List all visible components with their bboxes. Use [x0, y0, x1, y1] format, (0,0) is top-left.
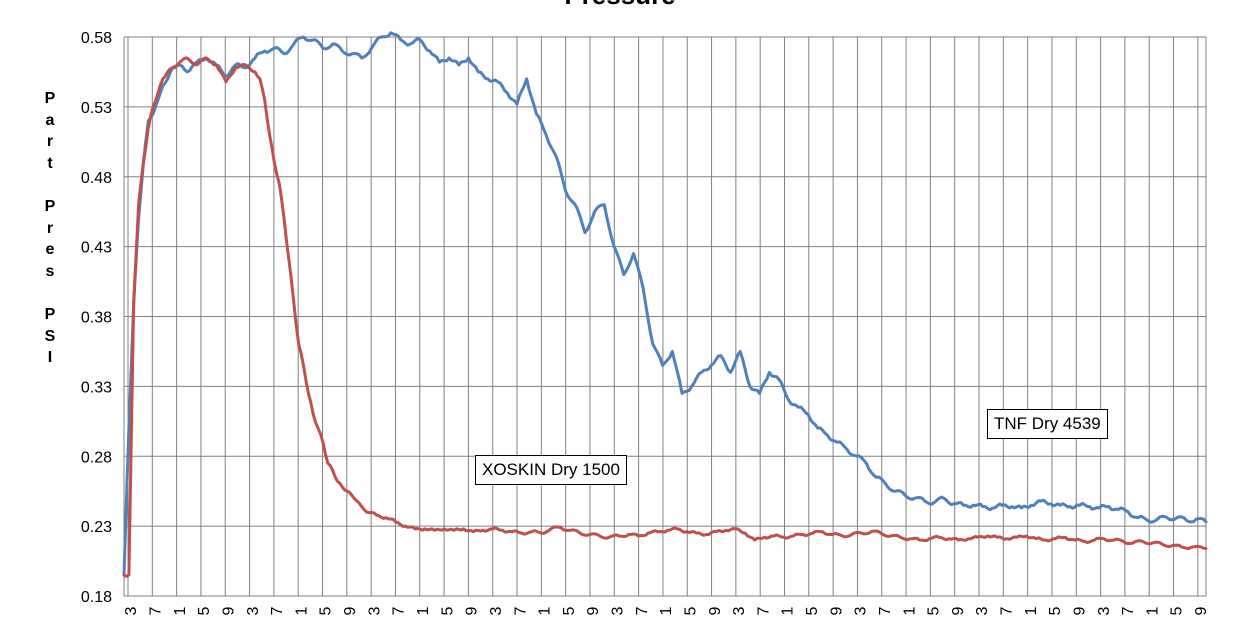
x-tick-label: 3	[1096, 606, 1113, 615]
x-tick-label: 5	[318, 606, 335, 615]
y-tick-label: 0.28	[81, 449, 112, 466]
x-tick-label: 3	[731, 606, 748, 615]
x-tick-label: 5	[1169, 606, 1186, 615]
x-tick-label: 3	[488, 606, 505, 615]
x-tick-label: 1	[537, 606, 554, 615]
y-axis-label-char: S	[44, 327, 56, 345]
x-tick-label: 9	[585, 606, 602, 615]
x-tick-label: 3	[974, 606, 991, 615]
x-tick-label: 5	[926, 606, 943, 615]
x-tick-label: 7	[512, 606, 529, 615]
y-axis-label-char	[48, 282, 52, 304]
x-tick-label: 7	[148, 606, 165, 615]
y-tick-label: 0.43	[81, 240, 112, 257]
x-tick-label: 7	[391, 606, 408, 615]
y-tick-label: 0.53	[81, 100, 112, 117]
x-tick-label: 9	[464, 606, 481, 615]
x-tick-label: 5	[1047, 606, 1064, 615]
x-tick-label: 1	[658, 606, 675, 615]
y-tick-label: 0.23	[81, 519, 112, 536]
annotation-xoskin-dry: XOSKIN Dry 1500	[475, 455, 627, 485]
x-tick-label: 3	[366, 606, 383, 615]
x-tick-label: 5	[561, 606, 578, 615]
x-tick-label: 9	[342, 606, 359, 615]
y-tick-labels: 0.58 0.53 0.48 0.43 0.38 0.33 0.28 0.23 0.18	[81, 30, 112, 606]
y-axis-label-char: a	[45, 111, 55, 129]
x-tick-label: 7	[1120, 606, 1137, 615]
x-tick-label: 7	[634, 606, 651, 615]
x-tick-label: 1	[415, 606, 432, 615]
x-tick-label: 1	[901, 606, 918, 615]
y-axis-label-char: r	[46, 133, 54, 151]
chart-title: Pressure	[0, 0, 1240, 11]
x-tick-label: 1	[1144, 606, 1161, 615]
y-axis-label-char	[48, 174, 52, 196]
x-tick-label: 9	[707, 606, 724, 615]
grid-lines	[123, 36, 1207, 597]
x-tick-label: 3	[245, 606, 262, 615]
y-tick-label: 0.48	[81, 170, 112, 187]
y-axis-label-char: e	[45, 241, 55, 259]
y-tick-label: 0.33	[81, 379, 112, 396]
y-axis-label-char: P	[44, 90, 56, 107]
y-tick-label: 0.18	[81, 589, 112, 606]
y-tick-label: 0.58	[81, 30, 112, 47]
x-tick-label: 5	[196, 606, 213, 615]
x-tick-label: 9	[220, 606, 237, 615]
y-axis-label-char: P	[44, 305, 56, 323]
x-tick-label: 9	[950, 606, 967, 615]
x-tick-label: 5	[804, 606, 821, 615]
series-line-tnf-dry-4539	[122, 31, 1208, 577]
x-tick-label: 9	[1193, 606, 1210, 615]
x-tick-label: 5	[682, 606, 699, 615]
x-tick-label: 9	[828, 606, 845, 615]
series-lines	[122, 31, 1208, 578]
x-tick-label: 7	[877, 606, 894, 615]
x-tick-label: 3	[123, 606, 140, 615]
x-tick-label: 1	[293, 606, 310, 615]
x-tick-label: 7	[755, 606, 772, 615]
y-tick-label: 0.38	[81, 310, 112, 327]
y-axis-label-char: P	[44, 197, 56, 215]
y-axis-label-char: I	[47, 349, 53, 367]
x-tick-label: 3	[853, 606, 870, 615]
annotation-tnf-dry: TNF Dry 4539	[987, 409, 1108, 439]
x-tick-label: 7	[999, 606, 1016, 615]
x-tick-label: 3	[610, 606, 627, 615]
series-line-xoskin-dry-1500	[122, 56, 1208, 578]
x-tick-label: 1	[1023, 606, 1040, 615]
x-tick-label: 9	[1071, 606, 1088, 615]
y-axis-label-char: r	[46, 219, 54, 237]
y-axis-label-char: s	[45, 262, 55, 280]
x-tick-label: 5	[439, 606, 456, 615]
x-tick-label: 1	[780, 606, 797, 615]
x-tick-label: 7	[269, 606, 286, 615]
y-axis-label-char: t	[47, 154, 53, 172]
x-tick-label: 1	[172, 606, 189, 615]
